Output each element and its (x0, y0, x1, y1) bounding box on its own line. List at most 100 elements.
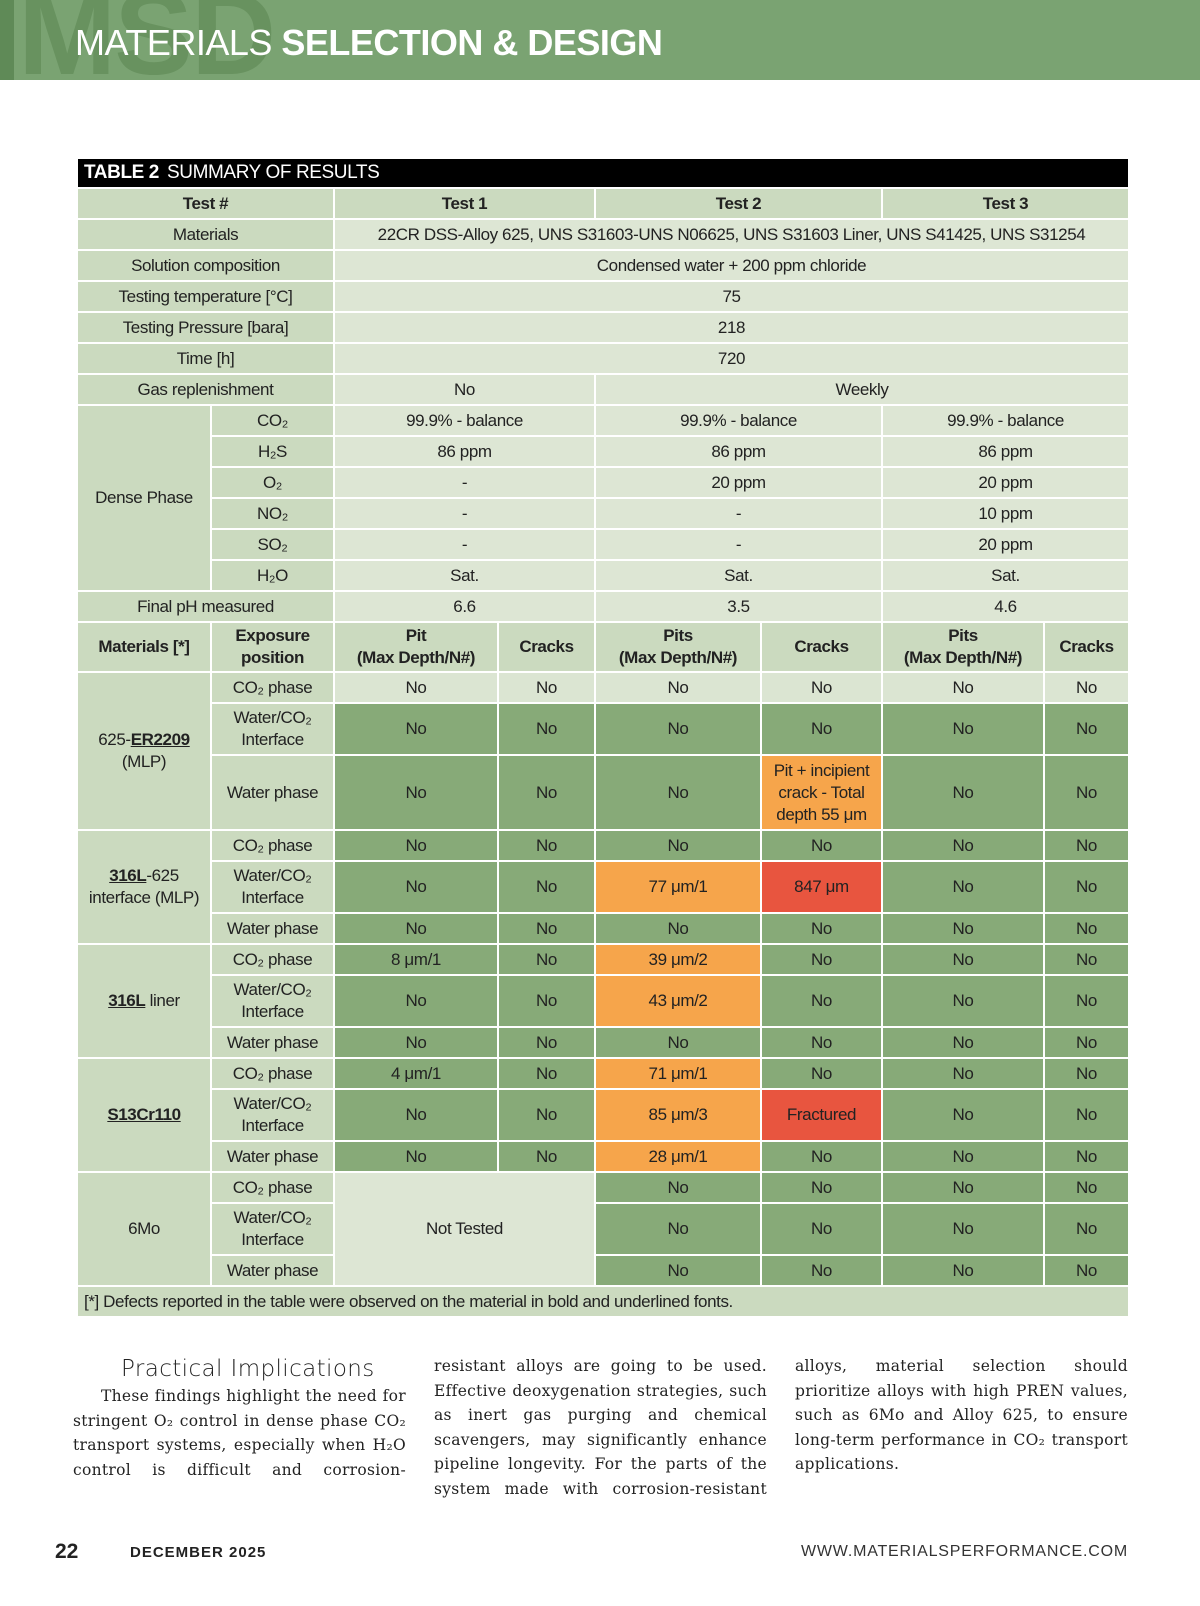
result-cell: No (1043, 1140, 1130, 1173)
result-cell: No (594, 1254, 762, 1287)
header-band: MSD MATERIALS SELECTION & DESIGN (0, 0, 1200, 80)
row-label: Testing temperature [°C] (76, 280, 335, 313)
table-row: Water phase No No No Pit + incipient crack -… (77, 754, 1130, 831)
result-cell: No (333, 1088, 499, 1142)
position-label: Water/CO₂ Interface (210, 860, 335, 914)
row-label: Solution composition (76, 249, 335, 282)
table-row: Materials [*] Exposure position Pit (Max De… (76, 621, 1130, 673)
material-suffix: -625 (146, 866, 179, 885)
header-cell: Test 2 (594, 187, 883, 220)
header-subtitle: (Max Depth/N#) (618, 648, 738, 667)
row-label: Testing Pressure [bara] (76, 311, 335, 344)
result-cell: No (760, 1254, 883, 1287)
result-cell: No (497, 974, 596, 1028)
result-cell: No (881, 943, 1045, 976)
result-cell: No (497, 1057, 596, 1090)
sub-label: NO₂ (210, 497, 335, 530)
table-row: Water phase No No No No No No (77, 912, 1130, 945)
cell: 20 ppm (881, 466, 1130, 499)
result-cell: No (881, 860, 1045, 914)
result-cell: No (497, 671, 596, 704)
cell: 99.9% - balance (881, 404, 1130, 437)
result-cell: No (1043, 671, 1130, 704)
result-cell: No (760, 1202, 883, 1256)
cell: 4.6 (881, 590, 1130, 623)
table-row: Water phase No No No No No No (77, 1026, 1130, 1059)
result-cell: No (497, 1088, 596, 1142)
result-cell: 71 μm/1 (594, 1057, 762, 1090)
cell: Weekly (594, 373, 1130, 406)
cell: 6.6 (333, 590, 596, 623)
position-label: CO₂ phase (210, 1057, 335, 1090)
row-label: Materials (76, 218, 335, 251)
result-cell: No (760, 829, 883, 862)
material-label: 6Mo (76, 1171, 212, 1287)
material-prefix: 6Mo (128, 1219, 160, 1238)
table-row: Water phase No No No No (77, 1254, 1130, 1287)
material-label: S13Cr110 (76, 1057, 212, 1173)
table-row: 316L liner CO₂ phase 8 μm/1 No 39 μm/2 No No No (76, 943, 1130, 1059)
cell: - (333, 528, 596, 561)
title-light: MATERIALS (75, 22, 272, 63)
table-title: TABLE 2 SUMMARY OF RESULTS (76, 157, 1130, 188)
sub-label: H₂S (210, 435, 335, 468)
footnote: [*] Defects reported in the table were o… (76, 1285, 1130, 1318)
table-row: 316L-625 interface (MLP) CO₂ phase No No No No… (76, 829, 1130, 945)
table-row: Water/CO₂ Interface No No 85 μm/3 Fractured N… (77, 1088, 1130, 1142)
result-cell: 43 μm/2 (594, 974, 762, 1028)
row-label: Gas replenishment (76, 373, 335, 406)
result-cell: 77 μm/1 (594, 860, 762, 914)
result-cell: No (760, 671, 883, 704)
result-cell: No (1043, 702, 1130, 756)
article-heading: Practical Implications (121, 1356, 375, 1382)
result-cell: No (760, 1026, 883, 1059)
table-row: Water/CO₂ Interface No No 43 μm/2 No No No (77, 974, 1130, 1028)
material-prefix: 625- (98, 730, 131, 749)
cell: - (594, 528, 883, 561)
result-cell: 85 μm/3 (594, 1088, 762, 1142)
position-label: Water/CO₂ Interface (210, 1202, 335, 1256)
result-cell: No (333, 974, 499, 1028)
table-row: TABLE 2 SUMMARY OF RESULTS (76, 157, 1130, 188)
header-cell: Test 3 (881, 187, 1130, 220)
header-cell: Exposure position (210, 621, 335, 673)
result-cell: No (760, 912, 883, 945)
result-cell: No (497, 912, 596, 945)
table-row: 625-ER2209 (MLP) CO₂ phase No No No No No No (76, 671, 1130, 831)
result-cell: No (760, 702, 883, 756)
sub-label: O₂ (210, 466, 335, 499)
table-title-text: SUMMARY OF RESULTS (166, 162, 380, 183)
table-row: [*] Defects reported in the table were o… (76, 1285, 1130, 1318)
header-title: Pits (948, 626, 978, 645)
cell: 75 (333, 280, 1130, 313)
result-cell: No (594, 754, 762, 831)
not-tested: Not Tested (333, 1171, 596, 1287)
position-label: Water/CO₂ Interface (210, 974, 335, 1028)
header-title: Pits (663, 626, 693, 645)
position-label: CO₂ phase (210, 943, 335, 976)
result-cell: No (760, 1140, 883, 1173)
result-cell: No (497, 754, 596, 831)
cell: 99.9% - balance (333, 404, 596, 437)
result-cell: No (760, 1057, 883, 1090)
result-cell: No (1043, 1254, 1130, 1287)
position-label: Water/CO₂ Interface (210, 1088, 335, 1142)
header-cell: Pit (Max Depth/N#) (333, 621, 499, 673)
table-row: SO₂ - -20 ppm (77, 528, 1130, 561)
result-cell: No (333, 754, 499, 831)
table-row: Water/CO₂ Interface No No No No (77, 1202, 1130, 1256)
result-cell: Pit + incipient crack - Total depth 55 μ… (760, 754, 883, 831)
table-row: NO₂ - -10 ppm (77, 497, 1130, 530)
result-cell: No (333, 1026, 499, 1059)
cell: Sat. (594, 559, 883, 592)
header-title: Cracks (519, 637, 574, 656)
result-cell: No (881, 754, 1045, 831)
result-cell: No (760, 974, 883, 1028)
sub-label: CO₂ (210, 404, 335, 437)
table-row: Water/CO₂ Interface No No No No No No (77, 702, 1130, 756)
result-cell: No (594, 1202, 762, 1256)
position-label: Water/CO₂ Interface (210, 702, 335, 756)
material-emphasis: 316L (108, 991, 146, 1010)
result-cell: No (881, 1026, 1045, 1059)
